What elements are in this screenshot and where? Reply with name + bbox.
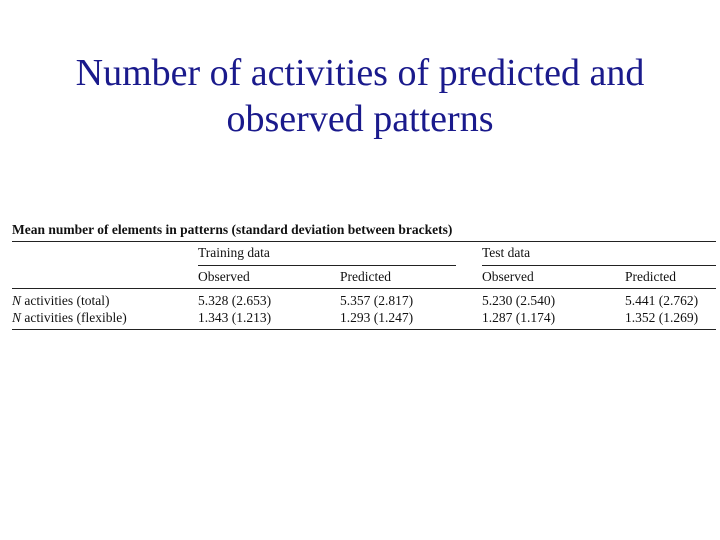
table-cell: 5.328 (2.653)	[198, 293, 272, 308]
row-label: N activities (total)	[12, 293, 109, 309]
group-header-test: Test data	[482, 245, 531, 260]
table-cell: 5.230 (2.540)	[482, 293, 556, 308]
column-header-training-predicted: Predicted	[340, 269, 391, 284]
column-header-training-observed: Observed	[198, 269, 250, 284]
table-cell: 1.287 (1.174)	[482, 310, 556, 325]
row-label: N activities (flexible)	[12, 310, 127, 326]
test-group-rule	[482, 265, 716, 266]
results-table: Mean number of elements in patterns (sta…	[12, 220, 716, 330]
slide-title-line-2: observed patterns	[226, 98, 494, 140]
column-header-test-observed: Observed	[482, 269, 534, 284]
table-cell: 1.293 (1.247)	[340, 310, 414, 325]
top-rule	[12, 241, 716, 242]
group-header-training: Training data	[198, 245, 270, 260]
header-rule	[12, 288, 716, 289]
column-header-test-predicted: Predicted	[625, 269, 676, 284]
table-cell: 5.441 (2.762)	[625, 293, 699, 308]
row-label-text: activities (flexible)	[24, 310, 127, 325]
table-cell: 1.343 (1.213)	[198, 310, 272, 325]
row-label-variable: N	[12, 293, 22, 308]
bottom-rule	[12, 329, 716, 330]
row-label-variable: N	[12, 310, 22, 325]
table-caption: Mean number of elements in patterns (sta…	[12, 222, 453, 237]
slide-title-line-1: Number of activities of predicted and	[75, 52, 645, 94]
row-label-text: activities (total)	[24, 293, 110, 308]
slide-title: Number of activities of predicted and ob…	[20, 50, 700, 142]
training-group-rule	[198, 265, 456, 266]
table-cell: 1.352 (1.269)	[625, 310, 699, 325]
table-cell: 5.357 (2.817)	[340, 293, 414, 308]
